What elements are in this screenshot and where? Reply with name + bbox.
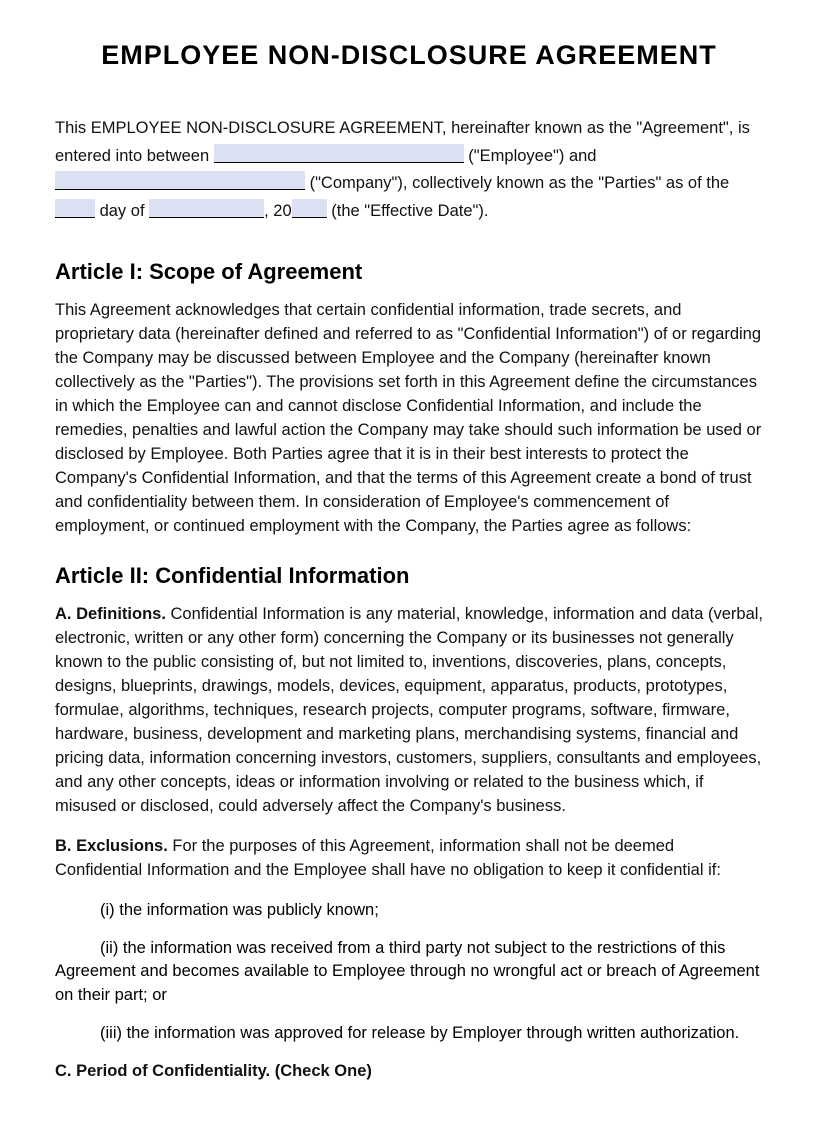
intro-label-4: , 20 <box>264 202 292 220</box>
section-c: C. Period of Confidentiality. (Check One… <box>55 1060 763 1084</box>
section-a-label: A. Definitions. <box>55 605 166 623</box>
company-blank[interactable] <box>55 171 305 190</box>
exclusion-item-2-lead: (ii) the information was received from a… <box>100 939 725 957</box>
document-title: EMPLOYEE NON-DISCLOSURE AGREEMENT <box>55 40 763 71</box>
article-1-heading: Article I: Scope of Agreement <box>55 259 763 285</box>
article-2-heading: Article II: Confidential Information <box>55 563 763 589</box>
section-c-label: C. Period of Confidentiality. (Check One… <box>55 1062 372 1080</box>
article-1-body: This Agreement acknowledges that certain… <box>55 299 763 538</box>
intro-label-2: ("Company"), collectively known as the "… <box>305 174 729 192</box>
exclusion-item-1: (i) the information was publicly known; <box>100 899 763 923</box>
exclusion-item-3: (iii) the information was approved for r… <box>100 1022 763 1046</box>
exclusion-item-2-rest: Agreement and becomes available to Emplo… <box>55 962 759 1004</box>
intro-label-3: day of <box>95 202 149 220</box>
employee-blank[interactable] <box>214 144 464 163</box>
section-b: B. Exclusions. For the purposes of this … <box>55 835 763 883</box>
intro-label-1: ("Employee") and <box>464 147 597 165</box>
month-blank[interactable] <box>149 199 264 218</box>
year-blank[interactable] <box>292 199 327 218</box>
exclusion-item-2: (ii) the information was received from a… <box>55 937 763 1009</box>
intro-label-5: (the "Effective Date"). <box>327 202 489 220</box>
day-blank[interactable] <box>55 199 95 218</box>
section-b-label: B. Exclusions. <box>55 837 168 855</box>
document-page: EMPLOYEE NON-DISCLOSURE AGREEMENT This E… <box>0 0 818 1140</box>
section-a-text: Confidential Information is any material… <box>55 605 763 814</box>
section-a: A. Definitions. Confidential Information… <box>55 603 763 818</box>
intro-paragraph: This EMPLOYEE NON-DISCLOSURE AGREEMENT, … <box>55 116 763 224</box>
